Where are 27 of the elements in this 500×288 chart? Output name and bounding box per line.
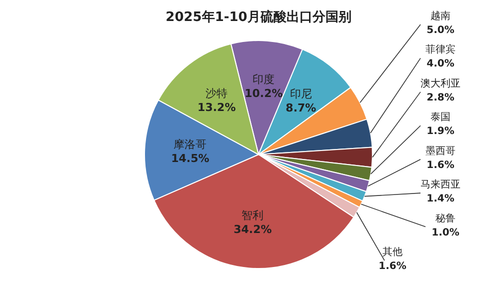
data-label: 2.8% bbox=[426, 92, 454, 104]
chart-title: 2025年1-10月硫酸出口分国别 bbox=[166, 9, 352, 25]
data-label: 4.0% bbox=[426, 58, 454, 70]
data-label: 13.2% bbox=[198, 100, 236, 114]
data-label: 5.0% bbox=[426, 25, 454, 36]
slice-label: 印度 bbox=[252, 72, 275, 86]
slice-label: 菲律宾 bbox=[426, 44, 456, 56]
slice-label: 智利 bbox=[242, 209, 264, 222]
slice-label: 越南 bbox=[430, 10, 450, 22]
data-label: 1.6% bbox=[378, 261, 406, 272]
data-label: 14.5% bbox=[171, 152, 210, 166]
slice-label: 印尼 bbox=[290, 87, 312, 100]
data-label: 1.9% bbox=[426, 126, 454, 138]
slice-label: 其他 bbox=[382, 246, 402, 258]
slice-label: 泰国 bbox=[430, 112, 450, 124]
slice-label: 摩洛哥 bbox=[174, 138, 207, 152]
data-label: 1.0% bbox=[432, 227, 460, 238]
data-label: 10.2% bbox=[244, 86, 283, 100]
data-label: 1.4% bbox=[426, 194, 454, 205]
slice-label: 秘鲁 bbox=[436, 212, 456, 224]
data-label: 1.6% bbox=[426, 160, 454, 171]
slice-label: 澳大利亚 bbox=[420, 77, 460, 90]
slice-label: 沙特 bbox=[206, 86, 228, 100]
data-label: 8.7% bbox=[286, 101, 316, 114]
data-label: 34.2% bbox=[234, 223, 272, 236]
slice-label: 马来西亚 bbox=[420, 178, 460, 191]
slice-label: 墨西哥 bbox=[426, 146, 456, 157]
